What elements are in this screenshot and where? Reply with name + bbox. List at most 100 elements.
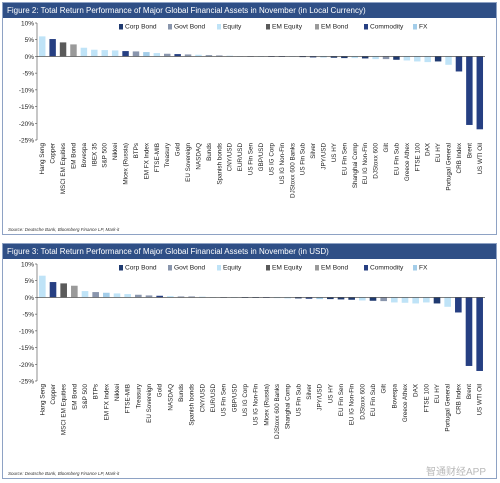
- category-label: US HY: [331, 142, 338, 162]
- bar: [466, 56, 473, 125]
- bar: [391, 297, 398, 303]
- category-label: EU Sovereign: [185, 143, 192, 182]
- bar: [101, 50, 108, 57]
- bar: [359, 297, 366, 301]
- y-tick-label: -10%: [19, 87, 34, 94]
- bar: [433, 297, 441, 304]
- category-label: EU Fin Sen: [338, 384, 345, 417]
- category-label: US WTI Oil: [477, 384, 484, 415]
- legend-label: Govt Bond: [174, 265, 205, 272]
- bar: [177, 296, 185, 298]
- category-label: FTSE 100: [414, 143, 421, 172]
- category-label: DAX: [413, 383, 420, 397]
- category-label: Spanish bonds: [189, 384, 196, 426]
- bar: [70, 44, 77, 57]
- category-label: Nikkei: [114, 384, 121, 401]
- bar: [372, 56, 379, 60]
- y-tick-label: -5%: [22, 312, 34, 319]
- category-label: US IG Non-Fin: [279, 143, 286, 185]
- category-label: DJStoxx 600 Banks: [274, 384, 281, 439]
- bar: [60, 283, 67, 298]
- legend-swatch: [364, 265, 368, 271]
- category-label: Greece Athex: [402, 383, 409, 422]
- legend-swatch: [217, 24, 221, 30]
- bar: [305, 297, 313, 299]
- legend-label: EM Equity: [272, 265, 303, 272]
- category-label: CNY/USD: [227, 143, 234, 172]
- category-label: NASDAQ: [195, 143, 202, 170]
- category-label: S&P 500: [102, 143, 109, 168]
- bar: [113, 293, 121, 298]
- y-tick-label: -20%: [19, 362, 34, 369]
- bar: [195, 54, 202, 57]
- y-tick-label: 10%: [21, 21, 34, 28]
- figure-2-source: Source: Deutsche Bank, Bloomberg Finance…: [8, 227, 120, 232]
- bar: [92, 292, 99, 298]
- bar: [412, 297, 419, 304]
- legend-swatch: [217, 265, 221, 271]
- bar: [71, 285, 78, 298]
- category-label: EU IG Non-Fin: [362, 143, 369, 185]
- category-label: Copper: [50, 143, 57, 164]
- category-label: JPY/USD: [321, 143, 328, 170]
- bar: [167, 296, 174, 298]
- category-label: Brent: [466, 384, 473, 399]
- category-label: EU Sovereign: [146, 384, 153, 423]
- figure-2-title: Figure 2: Total Return Performance of Ma…: [3, 3, 496, 18]
- category-label: DJStoxx 600: [373, 143, 380, 179]
- legend-swatch: [413, 24, 417, 30]
- bar: [369, 297, 377, 301]
- y-tick-label: 10%: [21, 262, 34, 269]
- category-label: US IG Corp: [242, 384, 249, 417]
- category-label: Gold: [175, 143, 182, 157]
- category-label: US Fin Sub: [295, 384, 302, 417]
- legend: Corp Bond Govt Bond Equity EM Equity EM Bond…: [119, 265, 428, 272]
- y-tick-label: 5%: [25, 37, 35, 44]
- legend: Corp Bond Govt Bond Equity EM Equity EM Bond…: [119, 24, 428, 31]
- category-label: Micex (Russia): [123, 143, 130, 185]
- bar: [434, 56, 442, 62]
- bar: [122, 51, 129, 57]
- y-tick-label: -20%: [19, 121, 34, 128]
- category-label: BTPs: [93, 384, 100, 399]
- legend-swatch: [315, 24, 319, 30]
- category-label: EU Fin Sub: [393, 143, 400, 176]
- bar: [327, 297, 334, 300]
- category-label: Treasury: [164, 142, 171, 167]
- bar: [59, 42, 67, 57]
- category-label: Gilt: [383, 143, 390, 153]
- bar: [38, 36, 46, 57]
- bar: [80, 47, 88, 57]
- bar: [295, 297, 302, 299]
- bar: [423, 297, 430, 303]
- bar: [403, 56, 411, 61]
- category-label: Bovespa: [391, 384, 398, 409]
- category-label: EU HY: [434, 383, 441, 403]
- category-label: US Fin Sen: [248, 143, 255, 176]
- category-label: DJStoxx 600: [359, 384, 366, 420]
- category-label: EU Fin Sub: [370, 384, 377, 417]
- figure-3-source: Source: Deutsche Bank, Bloomberg Finance…: [8, 471, 120, 476]
- legend-label: Corp Bond: [125, 24, 157, 31]
- category-label: EUR/USD: [210, 384, 217, 413]
- bar: [476, 56, 484, 130]
- category-label: Bovespa: [81, 143, 88, 168]
- category-label: EUR/USD: [237, 143, 244, 172]
- category-label: US Fin Sen: [221, 384, 228, 417]
- category-label: US HY: [327, 383, 334, 403]
- category-label: CNY/USD: [199, 384, 206, 413]
- bar: [49, 39, 56, 57]
- bar: [330, 56, 338, 58]
- category-label: Portugal General: [445, 384, 452, 432]
- legend-label: Equity: [223, 265, 242, 272]
- bar: [143, 52, 150, 57]
- legend-swatch: [413, 265, 417, 271]
- category-label: Spanish bonds: [216, 143, 223, 185]
- category-label: BTPs: [133, 143, 140, 158]
- bar: [320, 56, 327, 58]
- bar: [188, 296, 195, 298]
- category-label: CRB Index: [456, 142, 463, 173]
- y-tick-label: -10%: [19, 328, 34, 335]
- category-label: US WTI Oil: [477, 143, 484, 174]
- category-label: S&P 500: [82, 384, 89, 409]
